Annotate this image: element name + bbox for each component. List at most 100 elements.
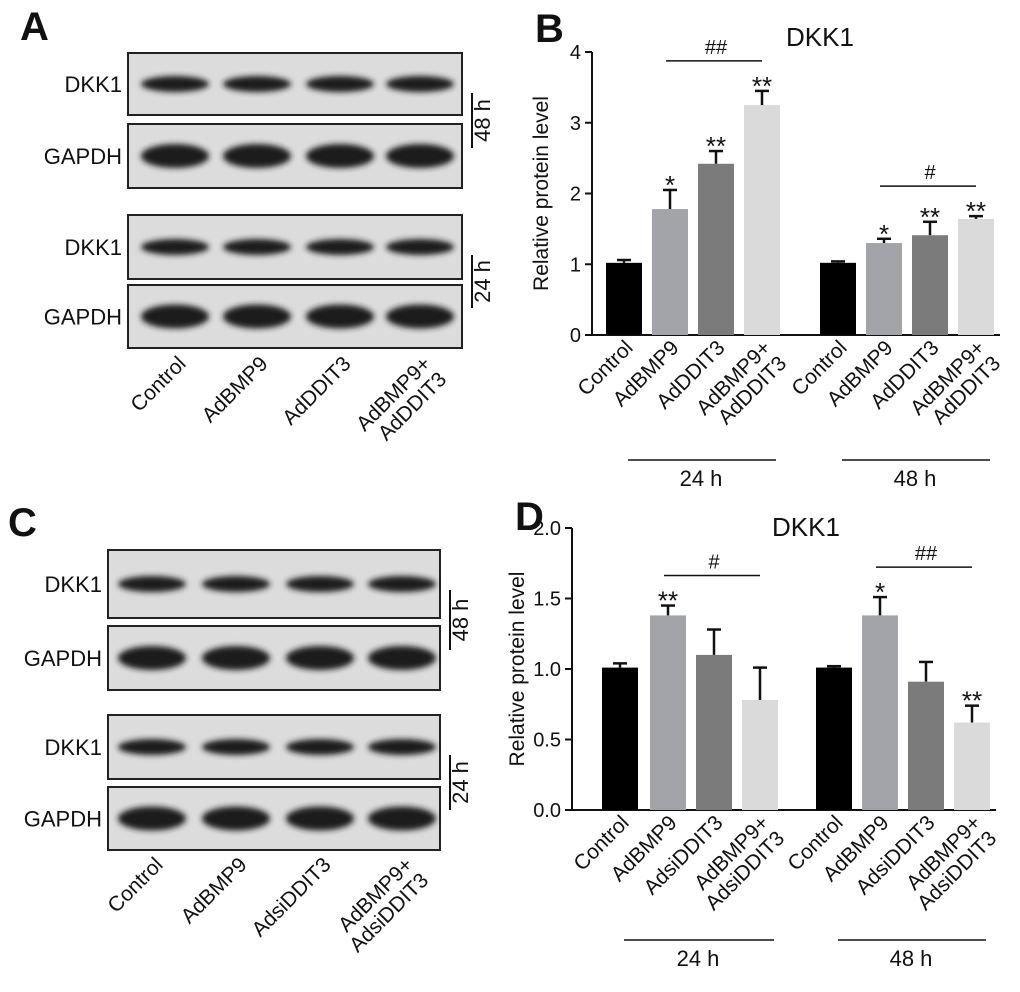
blot-band (202, 576, 270, 592)
bar (742, 700, 778, 810)
panel-letter: C (8, 501, 37, 545)
y-tick-label: 0.5 (533, 730, 561, 752)
blot-band (386, 239, 454, 255)
lane-label: AdsiDDIT3 (247, 853, 335, 941)
bar (958, 218, 994, 335)
bar (650, 615, 686, 810)
blot-band (223, 144, 291, 168)
group-label: 24 h (677, 946, 720, 971)
blot-band (118, 646, 186, 670)
lane-label: AdBMP9+AdDDIT3 (352, 352, 451, 451)
bar (908, 681, 944, 810)
y-axis-label: Relative protein level (506, 572, 529, 767)
row-label: DKK1 (45, 735, 102, 760)
blot-band (223, 76, 291, 92)
bar (862, 615, 898, 810)
y-tick-label: 1.5 (533, 589, 561, 611)
blot-band (386, 304, 454, 329)
blot-band (368, 576, 436, 592)
bar (698, 163, 734, 335)
panel-letter: D (515, 495, 544, 539)
bar (696, 654, 732, 810)
time-label: 48 h (448, 599, 473, 642)
blot-band (286, 646, 354, 670)
blot-band (202, 739, 270, 755)
blot-band (141, 239, 209, 255)
y-tick-label: 0.0 (533, 800, 561, 822)
comparison-label: # (708, 552, 720, 574)
comparison-label: ## (915, 543, 938, 565)
y-tick-label: 1.0 (533, 659, 561, 681)
blot-band (368, 646, 436, 670)
lane-label: Control (126, 352, 190, 416)
row-label: GAPDH (24, 646, 102, 671)
bar (954, 722, 990, 810)
panel-letter: A (20, 5, 49, 49)
blot-band (141, 76, 209, 92)
blot-band (286, 806, 354, 831)
blot-band (306, 144, 374, 168)
row-label: DKK1 (45, 572, 102, 597)
chart-title: DKK1 (772, 512, 840, 542)
blot-band (286, 739, 354, 755)
blot-band (368, 739, 436, 755)
lane-label: AdBMP9 (177, 853, 252, 928)
bar (652, 209, 688, 335)
bar (816, 667, 852, 810)
bar (820, 262, 856, 335)
lane-label: Control (103, 853, 167, 917)
lane-label: AdBMP9 (198, 352, 273, 427)
y-tick-label: 1 (570, 254, 581, 276)
group-label: 24 h (680, 466, 723, 491)
time-label: 24 h (470, 260, 495, 303)
bar (912, 235, 948, 335)
blot-band (202, 806, 270, 831)
blot-band (141, 144, 209, 168)
blot-band (223, 304, 291, 329)
bar (866, 243, 902, 335)
significance: ** (962, 686, 982, 716)
row-label: DKK1 (65, 72, 122, 97)
significance: * (665, 170, 675, 200)
bar (602, 667, 638, 810)
chart-title: DKK1 (786, 22, 854, 52)
lane-label: AdBMP9+AdsiDDIT3 (329, 853, 433, 957)
significance: * (875, 577, 885, 607)
blot-band (118, 806, 186, 831)
y-tick-label: 4 (570, 42, 581, 64)
time-label: 48 h (470, 99, 495, 142)
blot-band (286, 576, 354, 592)
time-label: 24 h (448, 761, 473, 804)
y-tick-label: 2 (570, 184, 581, 206)
blot-band (118, 576, 186, 592)
significance: * (879, 219, 889, 249)
group-label: 48 h (890, 946, 933, 971)
blot-band (223, 239, 291, 255)
significance: ** (706, 131, 726, 161)
blot-band (306, 76, 374, 92)
blot-band (118, 739, 186, 755)
significance: ** (752, 71, 772, 101)
blot-band (202, 646, 270, 670)
row-label: GAPDH (44, 305, 122, 330)
row-label: DKK1 (65, 235, 122, 260)
y-tick-label: 3 (570, 113, 581, 135)
blot-band (306, 239, 374, 255)
blot-band (368, 806, 436, 831)
row-label: GAPDH (44, 144, 122, 169)
panel-letter: B (535, 7, 564, 51)
comparison-label: ## (705, 37, 728, 59)
blot-band (386, 144, 454, 168)
group-label: 48 h (894, 466, 937, 491)
blot-band (141, 304, 209, 329)
bar (744, 105, 780, 335)
lane-label: AdDDIT3 (278, 352, 355, 429)
row-label: GAPDH (24, 807, 102, 832)
significance: ** (966, 196, 986, 226)
bar (606, 262, 642, 335)
blot-band (386, 76, 454, 92)
comparison-label: # (924, 162, 936, 184)
y-tick-label: 0 (570, 325, 581, 347)
y-tick-label: 2.0 (533, 518, 561, 540)
